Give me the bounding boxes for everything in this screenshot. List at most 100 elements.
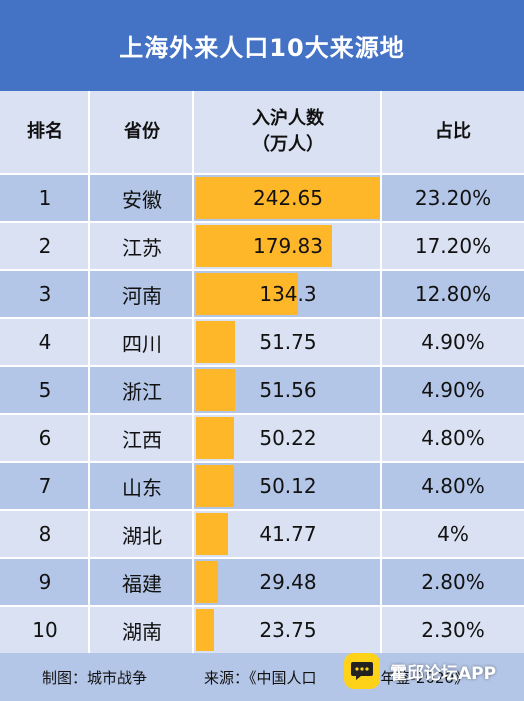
rank-cell: 9 (38, 570, 52, 594)
column-divider (380, 223, 382, 269)
share-cell: 4.90% (421, 378, 485, 402)
population-label: 23.75 (259, 618, 317, 642)
rank-cell: 8 (38, 522, 52, 546)
watermark-text: 霍邱论坛APP (390, 663, 497, 684)
column-divider (192, 463, 194, 509)
province-cell: 江西 (122, 427, 162, 452)
share-cell: 4.80% (421, 474, 485, 498)
column-divider (192, 367, 194, 413)
province-cell: 湖南 (122, 619, 162, 644)
header-rank: 排名 (27, 121, 63, 142)
column-divider (380, 271, 382, 317)
footer-source-text: 来源：《中国人口 (204, 668, 317, 687)
share-cell: 2.80% (421, 570, 485, 594)
province-cell: 河南 (122, 283, 162, 308)
share-cell: 4.80% (421, 426, 485, 450)
table-header: 排名 省份 入沪人数 （万人） 占比 (0, 91, 524, 175)
population-bar (196, 465, 234, 507)
population-bar (196, 321, 235, 363)
population-bar (196, 369, 235, 411)
share-cell: 17.20% (414, 234, 492, 258)
chart-title: 上海外来人口10大来源地 (0, 0, 524, 91)
share-cell: 12.80% (414, 282, 492, 306)
population-bar (196, 225, 332, 267)
population-bar (196, 609, 214, 651)
column-divider (380, 367, 382, 413)
column-divider (88, 511, 90, 557)
column-divider (192, 559, 194, 605)
column-divider (192, 91, 194, 173)
province-cell: 山东 (122, 475, 162, 500)
population-label: 29.48 (259, 570, 317, 594)
share-cell: 2.30% (421, 618, 485, 642)
header-province: 省份 (124, 121, 160, 142)
population-bar (196, 273, 298, 315)
share-cell: 23.20% (414, 186, 492, 210)
column-divider (88, 415, 90, 461)
population-bar (196, 177, 380, 219)
column-divider (380, 319, 382, 365)
column-divider (380, 511, 382, 557)
population-label: 179.83 (253, 234, 323, 258)
population-label: 134.3 (259, 282, 317, 306)
rank-cell: 6 (38, 426, 52, 450)
column-divider (192, 319, 194, 365)
column-divider (192, 223, 194, 269)
column-divider (88, 223, 90, 269)
province-cell: 福建 (122, 571, 162, 596)
column-divider (380, 175, 382, 221)
table-row: 9 福建 29.48 2.80% (0, 559, 524, 607)
column-divider (380, 559, 382, 605)
rank-cell: 5 (38, 378, 52, 402)
table-row: 2 江苏 179.83 17.20% (0, 223, 524, 271)
table-row: 8 湖北 41.77 4% (0, 511, 524, 559)
header-population-line2: （万人） (252, 134, 324, 155)
province-cell: 江苏 (122, 235, 162, 260)
column-divider (192, 175, 194, 221)
column-divider (192, 607, 194, 653)
column-divider (192, 415, 194, 461)
column-divider (88, 367, 90, 413)
population-label: 242.65 (253, 186, 323, 210)
footer-source-tail: 年鉴-2020》 (380, 668, 470, 687)
table-row: 10 湖南 23.75 2.30% (0, 607, 524, 655)
population-label: 51.56 (259, 378, 317, 402)
province-cell: 浙江 (122, 379, 162, 404)
column-divider (380, 415, 382, 461)
column-divider (192, 511, 194, 557)
rank-cell: 7 (38, 474, 52, 498)
header-share: 占比 (435, 121, 471, 142)
province-cell: 安徽 (122, 187, 162, 212)
population-label: 41.77 (259, 522, 317, 546)
table-row: 3 河南 134.3 12.80% (0, 271, 524, 319)
share-cell: 4.90% (421, 330, 485, 354)
column-divider (88, 175, 90, 221)
province-cell: 湖北 (122, 523, 162, 548)
population-label: 51.75 (259, 330, 317, 354)
rank-cell: 2 (38, 234, 52, 258)
column-divider (88, 271, 90, 317)
header-population-line1: 入沪人数 (252, 108, 324, 129)
population-bar (196, 417, 234, 459)
rank-cell: 3 (38, 282, 52, 306)
table-row: 1 安徽 242.65 23.20% (0, 175, 524, 223)
footer-maker: 制图：城市战争 (42, 668, 148, 687)
rank-cell: 1 (38, 186, 52, 210)
column-divider (88, 559, 90, 605)
population-label: 50.12 (259, 474, 317, 498)
chat-bubble-icon (344, 653, 380, 689)
rank-cell: 10 (32, 618, 58, 642)
column-divider (380, 91, 382, 173)
table-row: 5 浙江 51.56 4.90% (0, 367, 524, 415)
column-divider (380, 463, 382, 509)
rank-cell: 4 (38, 330, 52, 354)
column-divider (88, 91, 90, 173)
footer-source: 来源：《中国人口 年鉴-2020》 (204, 667, 469, 688)
column-divider (192, 271, 194, 317)
footer: 制图：城市战争 来源：《中国人口 年鉴-2020》 (0, 653, 524, 701)
header-population: 入沪人数 （万人） (194, 91, 382, 173)
column-divider (88, 463, 90, 509)
population-bar (196, 561, 218, 603)
province-cell: 四川 (122, 331, 162, 356)
